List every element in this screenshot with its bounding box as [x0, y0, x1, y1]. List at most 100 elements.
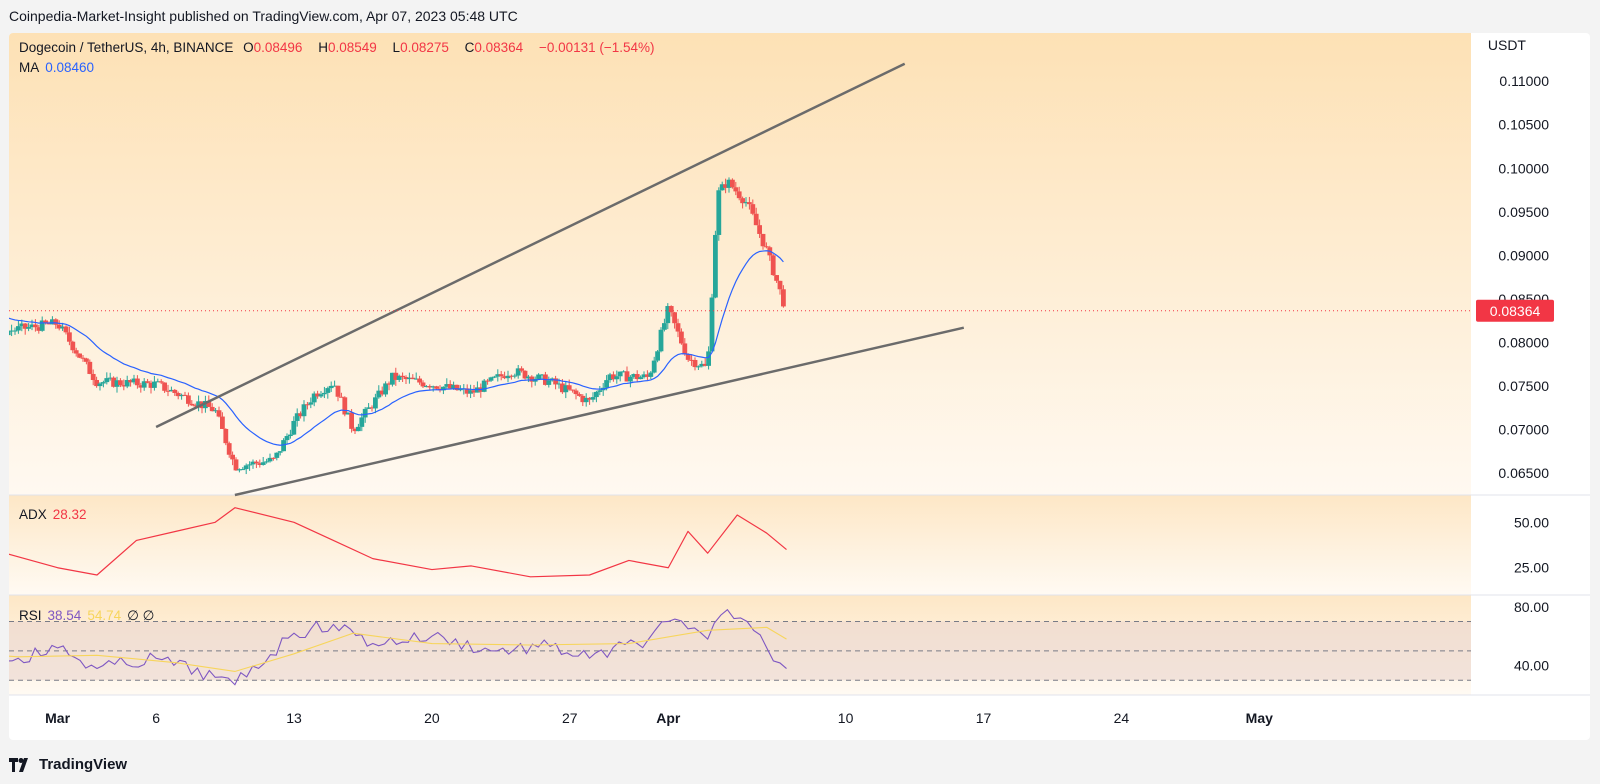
candle-body — [16, 326, 21, 331]
candle-body — [563, 385, 569, 393]
candle-body — [243, 465, 249, 470]
candle-body — [648, 372, 654, 377]
candle-body — [441, 386, 446, 391]
candle-body — [692, 359, 698, 368]
adx-legend[interactable]: ADX 28.32 — [19, 507, 93, 522]
candle-body — [577, 394, 582, 396]
y-tick-label: 0.09500 — [1498, 204, 1549, 220]
x-tick-label: 17 — [976, 710, 992, 726]
candle-body — [318, 394, 324, 397]
rsi-tick-label: 80.00 — [1514, 599, 1549, 615]
candle-body — [536, 374, 541, 379]
tradingview-footer[interactable]: TradingView — [9, 756, 127, 773]
candle-body — [668, 306, 674, 313]
candle-body — [141, 381, 147, 388]
candle-body — [311, 393, 317, 403]
candle-body — [607, 374, 613, 381]
price-pane-bg — [9, 33, 1471, 495]
close-label: C — [464, 40, 475, 55]
candle-body — [583, 397, 589, 403]
candle-body — [420, 382, 426, 387]
candle-body — [645, 374, 650, 377]
x-tick-label: 6 — [152, 710, 160, 726]
candle-body — [713, 234, 718, 298]
candle-body — [56, 324, 62, 329]
candle-body — [475, 387, 480, 393]
candle-body — [621, 371, 626, 373]
candle-body — [274, 452, 280, 458]
candle-body — [553, 378, 558, 385]
candle-body — [165, 390, 171, 392]
moving-average-line — [9, 250, 784, 446]
candle-body — [454, 384, 460, 391]
candle-body — [345, 412, 351, 415]
candle-body — [733, 187, 739, 192]
candle-body — [781, 289, 786, 307]
adx-label: ADX — [19, 507, 47, 522]
candle-body — [250, 461, 256, 465]
candle-body — [468, 390, 473, 394]
candle-body — [220, 416, 225, 429]
candle-body — [84, 358, 89, 362]
chart-canvas[interactable]: 0.11000 0.10500 0.10000 0.09500 0.09000 0.085… — [9, 33, 1590, 740]
candle-body — [87, 361, 93, 374]
candle-body — [580, 395, 586, 403]
candle-body — [63, 326, 69, 333]
candle-body — [131, 378, 137, 383]
candle-body — [498, 374, 504, 377]
candle-body — [485, 380, 490, 382]
candle-body — [570, 389, 575, 391]
candle-body — [226, 443, 232, 455]
candle-body — [257, 463, 263, 465]
candle-body — [617, 371, 623, 377]
candle-body — [760, 233, 766, 247]
candle-body — [471, 390, 477, 393]
candle-body — [509, 375, 514, 377]
candle-body — [325, 388, 331, 393]
adx-value: 28.32 — [52, 507, 87, 522]
ma-legend[interactable]: MA 0.08460 — [19, 60, 100, 75]
symbol-label[interactable]: Dogecoin / TetherUS, 4h, BINANCE — [19, 40, 234, 55]
x-tick-label: Apr — [656, 710, 681, 726]
candle-body — [284, 436, 290, 441]
candle-body — [128, 380, 133, 383]
y-tick-label: 0.11000 — [1499, 73, 1549, 89]
candle-body — [301, 404, 307, 417]
candle-body — [260, 462, 266, 465]
y-tick-label: 0.08000 — [1498, 335, 1549, 351]
high-value: 0.08549 — [327, 40, 377, 55]
candle-body — [362, 408, 368, 418]
candle-body — [665, 306, 671, 324]
trendline-lower — [234, 326, 965, 497]
candle-body — [373, 397, 378, 409]
candle-body — [488, 377, 494, 381]
candle-body — [699, 363, 705, 367]
candle-body — [264, 461, 269, 463]
candle-body — [247, 464, 252, 466]
candle-body — [19, 323, 25, 327]
candle-body — [203, 400, 208, 409]
chart-frame[interactable]: 0.11000 0.10500 0.10000 0.09500 0.09000 0.085… — [9, 33, 1590, 740]
candle-body — [597, 390, 603, 392]
candle-body — [271, 457, 276, 459]
open-label: O — [243, 40, 254, 55]
candle-body — [352, 428, 358, 432]
low-label: L — [392, 40, 401, 55]
candle-body — [33, 324, 38, 328]
candle-body — [342, 397, 348, 415]
candle-body — [662, 323, 667, 330]
rsi-legend[interactable]: RSI 38.54 54.74 ∅ ∅ — [19, 608, 160, 624]
adx-tick-label: 50.00 — [1514, 514, 1549, 530]
candle-body — [730, 179, 735, 188]
ma-value: 0.08460 — [45, 60, 95, 75]
rsi-value: 38.54 — [47, 608, 82, 623]
candle-body — [135, 378, 140, 386]
candle-body — [590, 397, 596, 400]
candle-body — [638, 377, 643, 380]
candle-body — [614, 376, 620, 380]
candle-body — [774, 275, 779, 281]
candle-body — [427, 386, 433, 388]
candle-body — [179, 394, 184, 397]
candle-body — [726, 179, 732, 188]
candle-body — [451, 384, 456, 389]
